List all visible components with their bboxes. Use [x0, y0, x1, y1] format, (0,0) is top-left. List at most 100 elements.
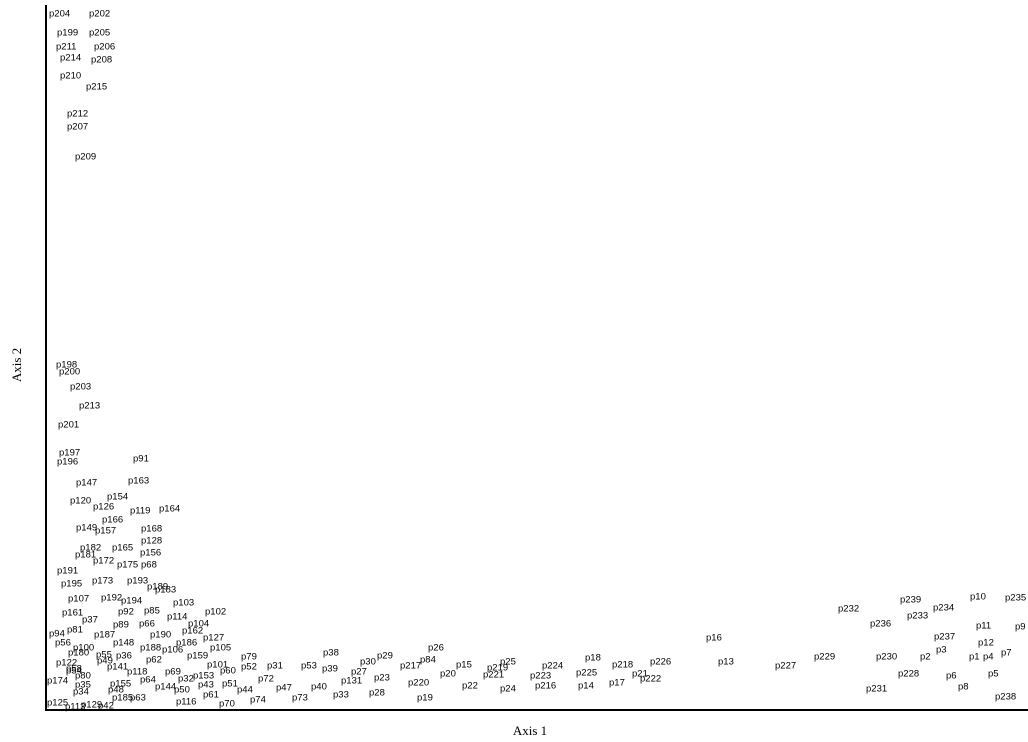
point-label: p42: [98, 701, 114, 712]
x-axis-title: Axis 1: [513, 723, 547, 738]
point-label: p56: [55, 638, 71, 649]
point-label: p52: [241, 662, 257, 673]
point-label: p196: [57, 457, 78, 468]
point-label: p198: [56, 360, 77, 371]
point-label: p129: [81, 700, 102, 711]
point-label: p206: [94, 42, 115, 53]
point-label: p50: [174, 685, 190, 696]
point-label: p6: [946, 671, 957, 682]
point-label: p85: [144, 606, 160, 617]
point-label: p209: [75, 152, 96, 163]
point-label: p161: [62, 608, 83, 619]
point-label: p37: [82, 615, 98, 626]
point-label: p225: [576, 668, 597, 679]
point-label: p226: [650, 657, 671, 668]
point-label: p204: [49, 9, 70, 20]
point-label: p23: [374, 673, 390, 684]
point-label: p104: [188, 619, 209, 630]
point-label: p102: [205, 607, 226, 618]
point-label: p233: [907, 611, 928, 622]
point-label: p172: [93, 556, 114, 567]
point-label: p53: [301, 661, 317, 672]
point-label: p44: [237, 685, 253, 696]
points: p204 p202 p199 p205 p211 p206 p214 p208 p210 p215…: [47, 9, 1026, 713]
point-label: p107: [68, 594, 89, 605]
point-label: p81: [67, 625, 83, 636]
point-label: p7: [1001, 648, 1012, 659]
point-label: p222: [640, 674, 661, 685]
point-label: p234: [933, 603, 954, 614]
point-label: p49: [97, 656, 113, 667]
point-label: p100: [73, 643, 94, 654]
point-label: p20: [440, 669, 456, 680]
point-label: p106: [162, 645, 183, 656]
point-label: p174: [47, 676, 68, 687]
point-label: p47: [276, 683, 292, 694]
point-label: p230: [876, 652, 897, 663]
point-label: p189: [147, 582, 168, 593]
point-label: p92: [118, 607, 134, 618]
point-label: p125: [47, 698, 68, 709]
point-label: p223: [530, 671, 551, 682]
point-label: p36: [116, 651, 132, 662]
point-label: p63: [130, 693, 146, 704]
point-label: p103: [173, 598, 194, 609]
point-label: p61: [203, 690, 219, 701]
point-label: p186: [176, 638, 197, 649]
point-label: p27: [351, 667, 367, 678]
point-label: p126: [93, 502, 114, 513]
point-label: p188: [140, 643, 161, 654]
point-label: p105: [210, 643, 231, 654]
point-label: p154: [107, 492, 128, 503]
point-label: p192: [101, 593, 122, 604]
point-label: p12: [978, 638, 994, 649]
point-label: p181: [75, 550, 96, 561]
point-label: p216: [535, 681, 556, 692]
point-label: p155: [110, 679, 131, 690]
point-label: p195: [61, 579, 82, 590]
point-label: p118: [127, 667, 147, 678]
point-label: p54: [66, 666, 82, 677]
point-label: p175: [117, 560, 138, 571]
point-label: p238: [995, 692, 1016, 703]
point-label: p165: [112, 543, 133, 554]
point-label: p91: [133, 454, 149, 465]
point-label: p43: [198, 680, 214, 691]
point-label: p232: [838, 604, 859, 615]
point-label: p224: [542, 661, 563, 672]
point-label: p219: [487, 663, 508, 674]
point-label: p58: [66, 664, 82, 675]
point-label: p9: [1015, 622, 1026, 633]
point-label: p185: [112, 693, 133, 704]
point-label: p156: [140, 548, 161, 559]
point-label: p22: [462, 681, 478, 692]
point-label: p28: [369, 688, 385, 699]
point-label: p190: [150, 630, 171, 641]
point-label: p148: [113, 638, 134, 649]
point-label: p144: [155, 682, 176, 693]
point-label: p218: [612, 660, 633, 671]
point-label: p208: [91, 55, 112, 66]
point-label: p72: [258, 674, 274, 685]
point-label: p205: [89, 28, 110, 39]
point-label: p4: [983, 652, 994, 663]
point-label: p24: [500, 684, 516, 695]
point-label: p25: [500, 657, 516, 668]
point-label: p39: [322, 664, 338, 675]
point-label: p228: [898, 669, 919, 680]
point-label: p180: [68, 648, 89, 659]
point-label: p227: [775, 661, 796, 672]
point-label: p127: [203, 633, 224, 644]
point-label: p207: [67, 122, 88, 133]
point-label: p187: [94, 630, 115, 641]
point-label: p120: [70, 496, 91, 507]
point-label: p159: [187, 651, 208, 662]
point-label: p168: [141, 524, 162, 535]
point-label: p32: [178, 674, 194, 685]
point-label: p153: [193, 671, 214, 682]
point-label: p149: [76, 523, 97, 534]
point-label: p101: [207, 660, 228, 671]
point-label: p19: [417, 693, 433, 704]
point-label: p70: [219, 699, 235, 710]
